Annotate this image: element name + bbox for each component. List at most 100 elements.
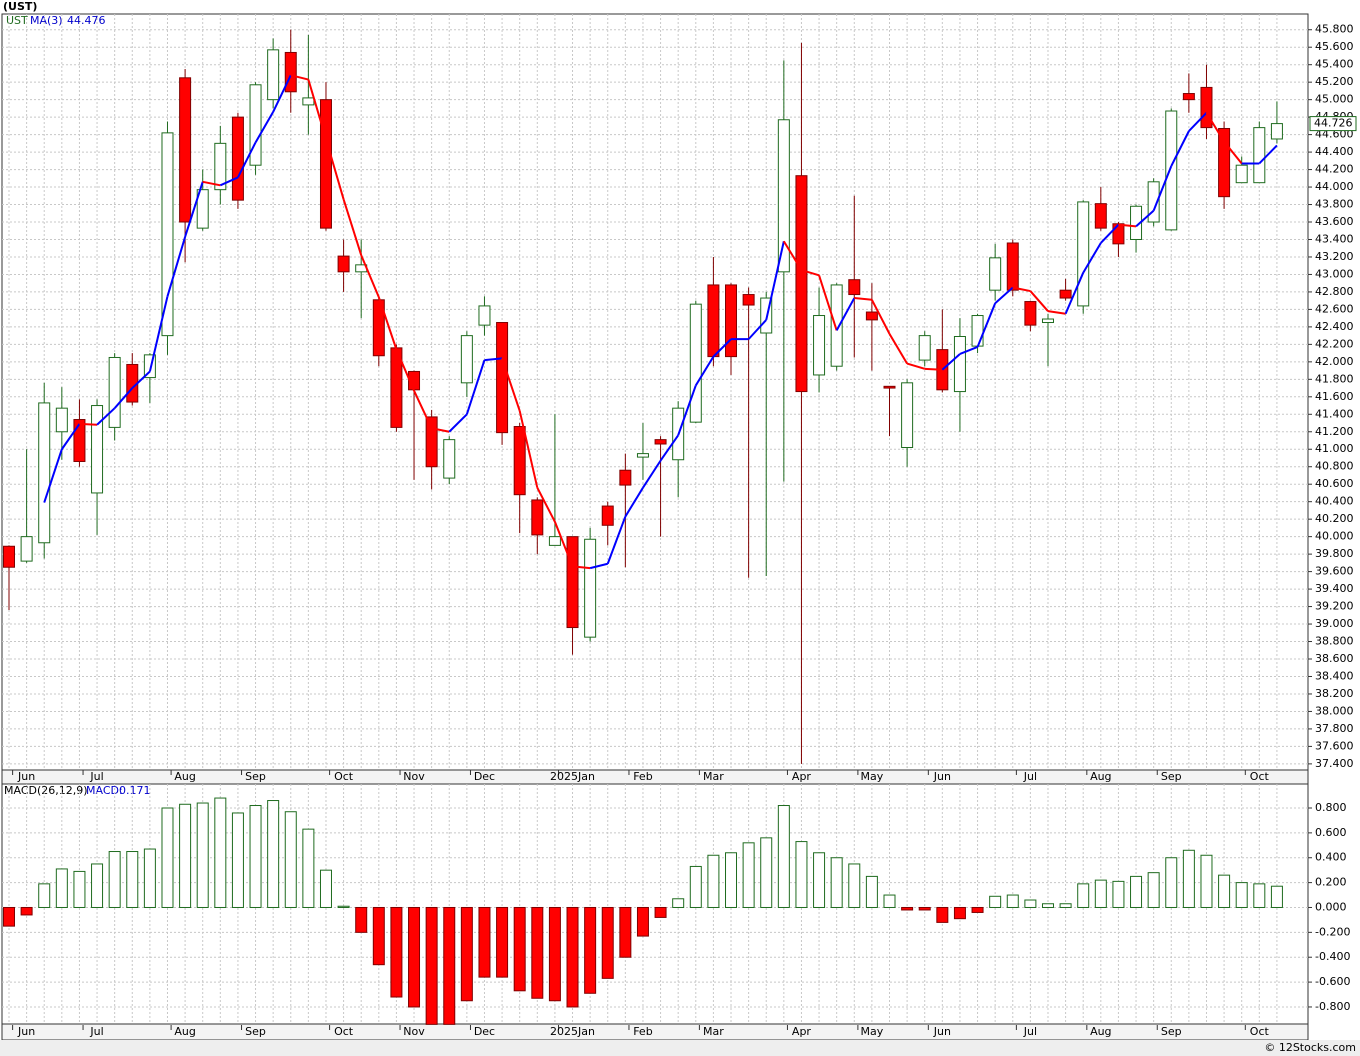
ma-segment xyxy=(325,138,345,200)
footer xyxy=(0,1040,1360,1056)
macd-bar xyxy=(566,906,579,1008)
x-tick-label: Nov xyxy=(403,1025,425,1038)
y-tick-label: 37.400 xyxy=(1315,757,1354,770)
ma-segment xyxy=(572,565,591,570)
macd-bar xyxy=(707,854,720,908)
candle-body xyxy=(1130,205,1143,240)
ma-segment xyxy=(131,370,151,389)
ma-segment xyxy=(606,516,627,565)
ma-segment xyxy=(413,390,433,429)
ma-segment xyxy=(782,240,803,271)
macd-bar xyxy=(654,906,667,918)
x-tick-label: Nov xyxy=(403,770,425,783)
y-tick-label: 41.600 xyxy=(1315,390,1354,403)
macd-bar xyxy=(953,906,966,920)
macd-bar xyxy=(760,837,773,908)
macd-bar xyxy=(355,906,368,933)
candle-body xyxy=(689,303,702,423)
ma-segment xyxy=(96,407,116,426)
macd-bar xyxy=(337,905,350,908)
macd-bar xyxy=(672,898,685,908)
macd-bar xyxy=(548,906,561,1002)
macd-bar xyxy=(601,906,614,979)
credit: © 12Stocks.com xyxy=(1264,1041,1356,1054)
last-price-box xyxy=(1309,116,1357,132)
x-tick-label: Jun xyxy=(933,1025,951,1038)
x-tick-label: Oct xyxy=(1250,770,1270,783)
macd-bar xyxy=(795,841,808,908)
macd-bar xyxy=(108,851,121,908)
x-tick-label: Feb xyxy=(633,770,652,783)
macd-bar xyxy=(918,906,931,911)
ma-segment xyxy=(536,487,556,523)
candle-body xyxy=(601,505,614,526)
x-tick-label: Apr xyxy=(792,1025,812,1038)
ma-segment xyxy=(307,79,327,140)
x-tick-label: Jul xyxy=(89,770,103,783)
ma-segment xyxy=(1205,112,1225,143)
y-tick-label: 38.600 xyxy=(1315,652,1354,665)
candle-body xyxy=(179,77,192,223)
macd-bar xyxy=(989,895,1002,908)
candle-body xyxy=(1024,301,1037,326)
ma-segment xyxy=(818,275,838,331)
candle-body xyxy=(38,402,51,544)
ma-segment xyxy=(747,319,767,340)
ma-segment xyxy=(360,254,380,298)
y-tick-label: 43.400 xyxy=(1315,232,1354,245)
y-tick-label: 40.400 xyxy=(1315,495,1354,508)
y-tick-label: 45.000 xyxy=(1315,93,1354,106)
x-tick-label: Apr xyxy=(792,770,812,783)
candle-body xyxy=(584,538,597,638)
macd-bar xyxy=(55,868,68,908)
ma-segment xyxy=(659,434,680,462)
ma-segment xyxy=(801,269,820,277)
y-tick-label: 45.800 xyxy=(1315,23,1354,36)
x-axis-band xyxy=(1,1023,1309,1041)
candle-body xyxy=(707,284,720,358)
macd-bar xyxy=(161,807,174,908)
candle-body xyxy=(742,294,755,306)
ma-segment xyxy=(43,448,63,503)
candle-body xyxy=(918,335,931,361)
candle-body xyxy=(1059,289,1072,299)
y-tick-label: 37.600 xyxy=(1315,739,1354,752)
ma-segment xyxy=(835,297,856,331)
ma-segment xyxy=(342,198,363,256)
macd-bar xyxy=(636,906,649,937)
macd-bar xyxy=(231,812,244,908)
y-tick-label: 0.000 xyxy=(1315,900,1347,913)
y-tick-label: 45.400 xyxy=(1315,58,1354,71)
ma-segment xyxy=(1258,144,1278,165)
ma-segment xyxy=(1223,140,1243,165)
candle-body xyxy=(55,407,68,433)
ma-segment xyxy=(765,241,785,321)
macd-bar xyxy=(865,875,878,908)
x-tick-label: May xyxy=(861,770,884,783)
y-tick-label: 38.800 xyxy=(1315,635,1354,648)
candle-body xyxy=(865,311,878,321)
ma-segment xyxy=(1100,223,1120,244)
ma-segment xyxy=(395,349,415,392)
macd-bar xyxy=(1200,854,1213,908)
macd-bar xyxy=(1130,875,1143,908)
macd-bar xyxy=(179,803,192,908)
macd-bar xyxy=(214,797,227,908)
candle-body xyxy=(830,284,843,367)
candle-body xyxy=(196,189,209,229)
x-tick-label: May xyxy=(861,1025,884,1038)
candle-body xyxy=(1182,93,1195,101)
ma-segment xyxy=(484,357,503,362)
ma-segment xyxy=(712,338,732,358)
x-tick-label: Dec xyxy=(474,1025,495,1038)
macd-bar xyxy=(619,906,632,958)
x-tick-label: Sep xyxy=(1161,1025,1182,1038)
candle-body xyxy=(1041,318,1054,324)
y-tick-label: 38.000 xyxy=(1315,704,1354,717)
ma-segment xyxy=(1188,112,1208,132)
ma-segment xyxy=(694,356,715,386)
candle-body xyxy=(1253,127,1266,184)
macd-bar xyxy=(425,906,438,1025)
macd-bar xyxy=(742,842,755,908)
macd-bar xyxy=(1218,874,1231,908)
